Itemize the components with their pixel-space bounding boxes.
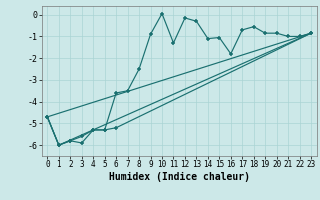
X-axis label: Humidex (Indice chaleur): Humidex (Indice chaleur) [109, 172, 250, 182]
